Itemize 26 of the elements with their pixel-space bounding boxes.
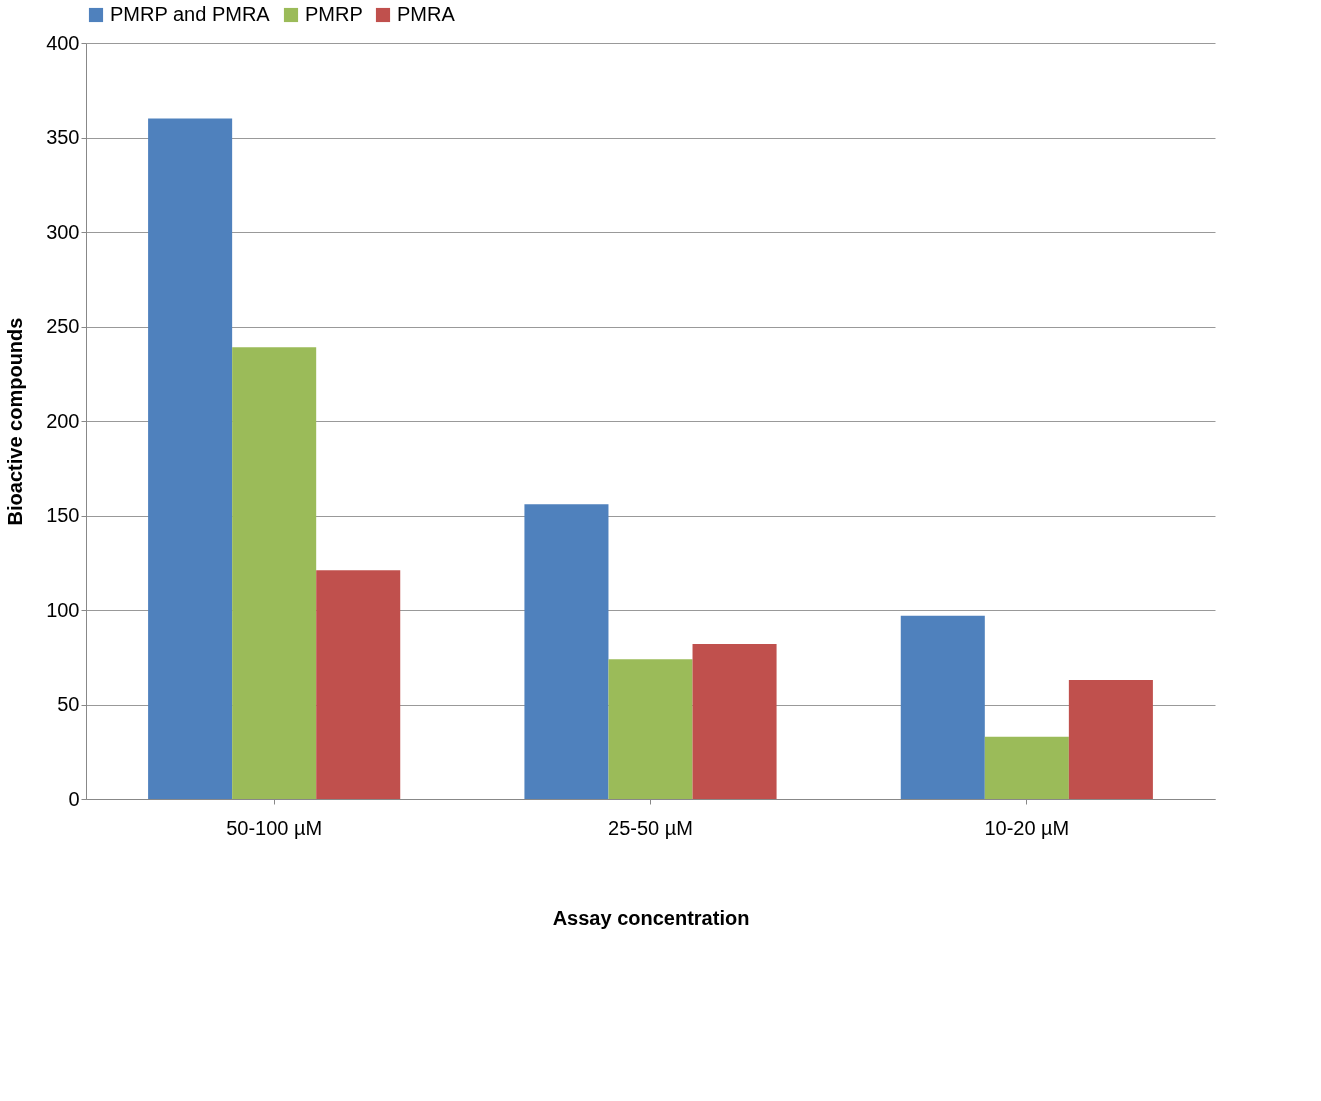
bar bbox=[316, 570, 401, 799]
bar bbox=[984, 736, 1069, 799]
x-tick-label: 50-100 µM bbox=[226, 816, 323, 839]
legend-label: PMRA bbox=[397, 3, 456, 25]
y-tick-label: 150 bbox=[46, 504, 80, 526]
x-axis-title: Assay concentration bbox=[552, 906, 750, 929]
y-axis-title: Bioactive compounds bbox=[4, 317, 27, 526]
y-tick-label: 200 bbox=[46, 409, 80, 432]
y-tick-label: 300 bbox=[46, 220, 80, 243]
legend-label: PMRP and PMRA bbox=[110, 3, 271, 25]
y-tick-label: 50 bbox=[57, 693, 80, 715]
bar bbox=[524, 504, 609, 799]
y-tick-label: 400 bbox=[46, 31, 80, 54]
bar bbox=[148, 118, 233, 799]
y-tick-label: 350 bbox=[46, 126, 80, 148]
bar bbox=[232, 347, 317, 799]
x-tick-label: 10-20 µM bbox=[984, 816, 1070, 839]
bar bbox=[1068, 679, 1153, 799]
bar bbox=[900, 615, 985, 799]
y-tick-label: 100 bbox=[46, 598, 80, 621]
legend-label: PMRP bbox=[305, 3, 363, 25]
bar bbox=[608, 659, 693, 799]
y-tick-label: 0 bbox=[68, 787, 80, 810]
y-tick-label: 250 bbox=[46, 315, 80, 337]
bar bbox=[692, 644, 777, 799]
x-tick-label: 25-50 µM bbox=[608, 816, 693, 839]
